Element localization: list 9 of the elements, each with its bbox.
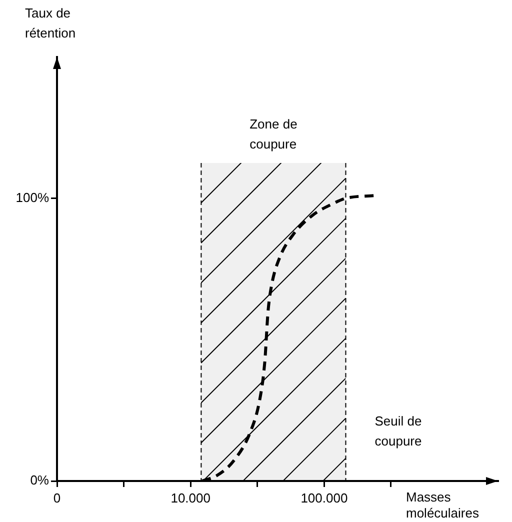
y-tick-label: 100% — [16, 190, 50, 205]
band-label: Zone de coupure — [250, 116, 298, 152]
x-axis-title: Masses moléculaires — [406, 490, 480, 521]
y-axis-title: Taux de rétention — [25, 6, 76, 41]
x-tick-label: 10.000 — [170, 490, 210, 506]
ref-line-label: Seuil de coupure — [374, 414, 422, 449]
y-tick-label: 0% — [30, 472, 50, 488]
x-tick-label: 0 — [53, 490, 61, 506]
x-tick-label: 100.000 — [300, 490, 348, 506]
